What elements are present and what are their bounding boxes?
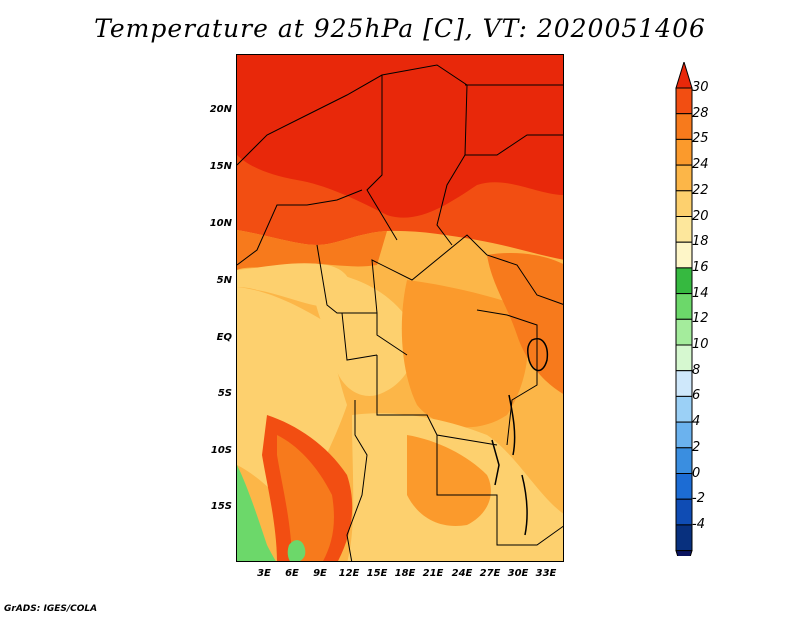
y-tick-label: EQ xyxy=(216,332,232,343)
colorbar xyxy=(675,62,693,556)
colorbar-swatch xyxy=(675,293,693,320)
y-tick-label: 10S xyxy=(210,445,232,456)
x-tick-label: 15E xyxy=(366,568,388,579)
x-tick-label: 9E xyxy=(313,568,327,579)
y-tick-label: 5N xyxy=(216,275,232,286)
colorbar-swatch xyxy=(675,498,693,526)
y-tick-label: 10N xyxy=(209,218,232,229)
colorbar-label: 24 xyxy=(692,157,709,173)
colorbar-swatch xyxy=(675,447,693,474)
colorbar-label: 22 xyxy=(692,182,709,198)
colorbar-label: 30 xyxy=(692,80,709,95)
colorbar-swatch xyxy=(675,421,693,449)
colorbar-label: 20 xyxy=(692,208,709,224)
y-tick-label: 15S xyxy=(210,501,232,512)
colorbar-label: 28 xyxy=(692,105,709,121)
colorbar-swatch xyxy=(675,164,693,192)
x-tick-label: 27E xyxy=(479,568,501,579)
x-tick-label: 33E xyxy=(535,568,557,579)
chart-title: Temperature at 925hPa [C], VT: 202005140… xyxy=(94,14,706,43)
colorbar-label: 8 xyxy=(692,362,701,378)
colorbar-label: 2 xyxy=(692,439,701,455)
colorbar-swatch xyxy=(675,318,693,346)
colorbar-label: 4 xyxy=(692,414,701,430)
colorbar-swatch xyxy=(675,216,693,243)
x-tick-label: 24E xyxy=(451,568,473,579)
x-tick-label: 21E xyxy=(422,568,444,579)
x-tick-label: 3E xyxy=(257,568,271,579)
temperature-map xyxy=(236,54,564,562)
colorbar-swatch xyxy=(675,87,693,115)
x-tick-label: 30E xyxy=(507,568,529,579)
colorbar-swatch xyxy=(675,395,693,423)
colorbar-label: 18 xyxy=(692,234,709,250)
colorbar-label: 0 xyxy=(692,465,701,481)
colorbar-swatch xyxy=(675,344,693,372)
y-tick-label: 15N xyxy=(209,161,232,172)
colorbar-label: -4 xyxy=(692,516,705,532)
colorbar-label: 6 xyxy=(692,388,701,404)
colorbar-swatch xyxy=(675,190,693,218)
colorbar-label: 25 xyxy=(692,131,709,147)
colorbar-swatch xyxy=(675,267,693,295)
cool-zone-coast xyxy=(237,465,276,561)
x-tick-label: 18E xyxy=(394,568,416,579)
colorbar-swatch xyxy=(675,473,693,500)
colorbar-label: 10 xyxy=(692,337,709,352)
x-tick-label: 6E xyxy=(285,568,299,579)
colorbar-swatch xyxy=(675,370,693,397)
colorbar-swatch xyxy=(675,113,693,140)
y-tick-label: 20N xyxy=(209,104,232,115)
y-tick-label: 5S xyxy=(217,388,232,399)
colorbar-top-triangle xyxy=(675,62,693,89)
colorbar-swatch xyxy=(675,138,693,166)
x-tick-label: 12E xyxy=(338,568,360,579)
colorbar-label: -2 xyxy=(692,491,705,507)
credit-text: GrADS: IGES/COLA xyxy=(4,604,98,614)
colorbar-swatch xyxy=(675,524,693,552)
colorbar-bottom-triangle xyxy=(675,550,693,556)
colorbar-swatch xyxy=(675,241,693,269)
colorbar-label: 14 xyxy=(692,285,709,301)
colorbar-label: 16 xyxy=(692,259,709,275)
colorbar-label: 12 xyxy=(692,311,709,327)
